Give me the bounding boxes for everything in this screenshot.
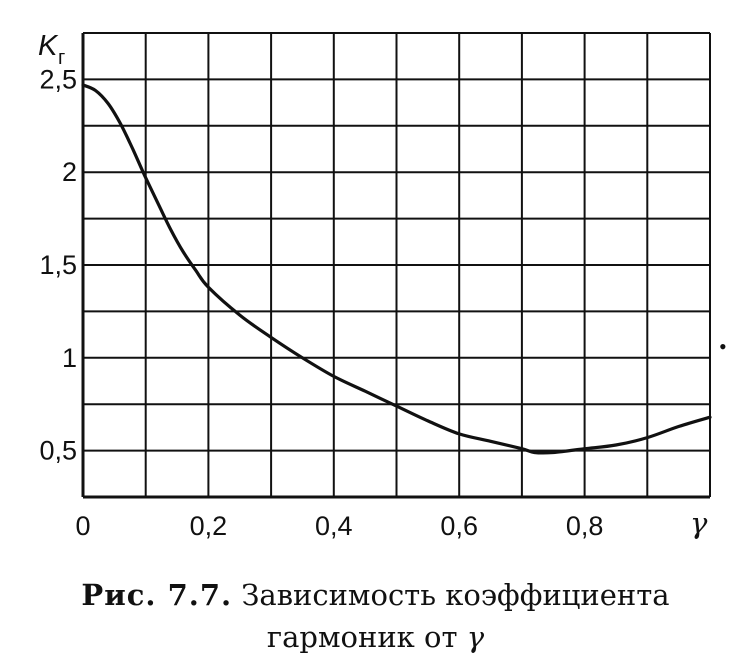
figure-number: Рис. 7.7.: [81, 578, 233, 612]
caption-text-1: Зависимость коэффициента: [232, 578, 670, 612]
x-tick-labels: 0 0,2 0,4 0,6 0,8: [75, 511, 603, 541]
y-tick-labels: 2,5 2 1,5 1 0,5: [39, 64, 77, 465]
chart: 2,5 2 1,5 1 0,5 0 0,2 0,4 0,6 0,8 K г γ •: [38, 30, 727, 541]
curve-layer: [81, 83, 712, 455]
y-tick-label: 0,5: [39, 436, 77, 466]
y-tick-label: 2,5: [39, 64, 77, 94]
chart-grid: [81, 32, 711, 499]
x-axis-label: γ: [690, 506, 708, 540]
x-tick-label: 0,2: [190, 511, 228, 541]
figure-caption-line-2: гармоник от γ: [0, 620, 751, 654]
caption-text-2: гармоник от: [266, 620, 467, 654]
figure-caption-line-1: Рис. 7.7. Зависимость коэффициента: [0, 578, 751, 612]
y-tick-label: 1: [62, 343, 77, 373]
x-tick-label: 0: [75, 511, 90, 541]
x-tick-label: 0,6: [440, 511, 478, 541]
data-series-line: [81, 83, 712, 455]
y-axis-label-subscript: г: [58, 47, 65, 69]
y-tick-label: 2: [62, 157, 77, 187]
x-tick-label: 0,8: [566, 511, 604, 541]
caption-symbol: γ: [466, 620, 485, 654]
y-axis-label: K: [38, 30, 59, 62]
y-tick-label: 1,5: [39, 250, 77, 280]
stray-dot: •: [719, 334, 727, 359]
x-tick-label: 0,4: [315, 511, 353, 541]
